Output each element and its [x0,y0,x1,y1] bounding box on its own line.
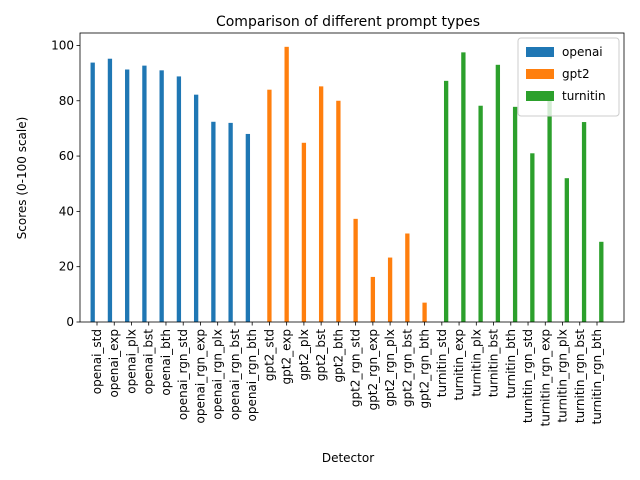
x-tick-label: turnitin_exp [452,329,466,401]
bar [443,80,449,322]
bar [142,65,147,323]
x-tick-label: turnitin_rgn_exp [538,329,552,426]
legend-label: openai [562,45,603,59]
bar [284,46,289,322]
x-tick-label: openai_bst [142,329,156,395]
bar [336,100,341,322]
y-tick-label: 20 [59,260,74,274]
bar [564,178,569,322]
bar [495,64,501,322]
legend-label: gpt2 [562,67,590,81]
y-tick-label: 80 [59,94,74,108]
legend-swatch [526,91,554,101]
bar [461,52,466,322]
x-tick-label: openai_std [90,329,104,394]
x-tick-label: gpt2_rgn_bth [418,329,432,408]
legend-swatch [526,47,554,57]
bar [478,105,483,322]
x-tick-label: openai_rgn_bth [245,329,259,422]
x-tick-label: turnitin_plx [469,329,483,397]
x-tick-label: openai_bth [159,329,173,396]
x-tick-label: gpt2_rgn_std [349,329,363,407]
x-tick-label: turnitin_bth [504,329,518,399]
bar [530,153,535,322]
plot-frame [79,32,625,323]
x-tick-label: openai_exp [107,329,121,398]
bar [90,62,95,322]
bar [547,97,552,322]
x-tick-label: openai_plx [124,329,138,394]
x-tick-label: gpt2_std [262,329,276,381]
x-tick-label: gpt2_rgn_plx [383,329,397,407]
bar [318,86,324,322]
y-tick-label: 100 [51,38,74,52]
x-tick-label: turnitin_rgn_std [521,329,535,423]
bar [387,257,393,322]
x-tick-label: gpt2_rgn_exp [366,329,380,410]
bar [176,76,182,323]
bar [405,233,410,322]
bar [370,276,376,322]
x-tick-label: openai_rgn_exp [193,329,207,423]
x-tick-label: gpt2_exp [280,329,294,384]
x-tick-label: turnitin_std [435,329,449,397]
bar [581,122,587,322]
bar [353,218,358,322]
bar [211,121,216,322]
x-tick-label: openai_rgn_plx [211,329,225,420]
x-tick-label: gpt2_bth [331,329,345,383]
x-tick-label: gpt2_rgn_bst [400,329,414,407]
y-tick-label: 40 [59,204,74,218]
bar [193,94,199,322]
x-tick-label: turnitin_rgn_plx [556,329,570,423]
legend-label: turnitin [562,89,606,103]
bar [301,142,307,322]
bar [107,58,113,323]
x-tick-label: openai_rgn_std [176,329,190,420]
x-tick-label: turnitin_rgn_bth [590,329,604,425]
bar [159,70,164,322]
x-axis-label: Detector [322,451,374,465]
y-tick-label: 60 [59,149,74,163]
bar [245,133,251,322]
bar [125,69,130,322]
bar [512,106,518,322]
x-tick-label: gpt2_bst [314,329,328,381]
bar [267,89,272,322]
x-tick-label: openai_rgn_bst [228,329,242,420]
y-tick-label: 0 [66,315,74,329]
bar [422,302,427,322]
y-axis-label: Scores (0-100 scale) [15,117,29,240]
chart-title: Comparison of different prompt types [216,14,480,30]
bar [599,241,604,322]
x-tick-label: turnitin_bst [487,329,501,397]
x-tick-label: gpt2_plx [297,329,311,381]
bar [228,122,233,322]
x-tick-label: turnitin_rgn_bst [573,329,587,423]
legend-swatch [526,69,554,79]
